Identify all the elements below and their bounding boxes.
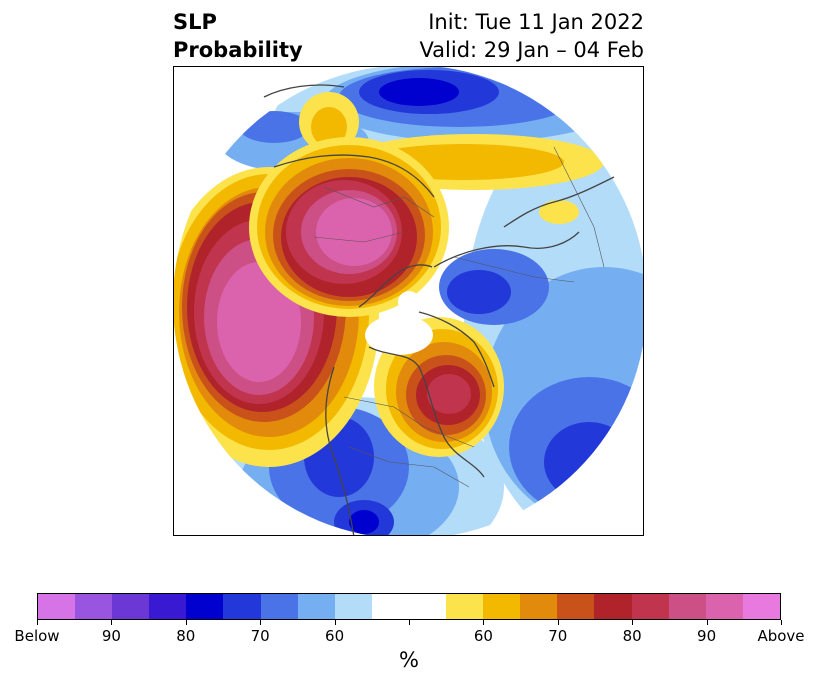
colorbar-unit: % <box>399 648 419 672</box>
colorbar-tick-mark <box>781 620 782 625</box>
colorbar-segment <box>483 594 521 619</box>
colorbar-tick-mark <box>37 620 38 625</box>
colorbar-segment <box>112 594 150 619</box>
border-asia-1 <box>323 186 435 218</box>
colorbar-tick-label: 80 <box>622 627 642 645</box>
colorbar-segment <box>186 594 224 619</box>
colorbar-segment <box>334 594 372 619</box>
region-canada-crimson <box>427 374 471 414</box>
border-asia-2 <box>313 231 405 243</box>
colorbar-tick-mark <box>185 620 187 625</box>
colorbar-segment <box>38 594 76 619</box>
coast-asia <box>273 154 435 198</box>
colorbar-tick-label: Below <box>14 627 60 645</box>
colorbar-tick-label: 60 <box>325 627 345 645</box>
region-north-darkest <box>379 78 459 106</box>
colorbar-segment <box>223 594 261 619</box>
colorbar-segment <box>149 594 187 619</box>
coast-arctic <box>358 264 433 308</box>
colorbar-tick-mark <box>706 620 708 625</box>
colorbar <box>37 593 781 620</box>
colorbar-segment <box>742 594 780 619</box>
colorbar-segment <box>75 594 113 619</box>
colorbar-segment <box>371 594 409 619</box>
title-line-2: Probability <box>173 38 303 62</box>
region-center-deepblue <box>447 270 511 314</box>
region-far-south-darkest <box>349 510 379 534</box>
init-date: Init: Tue 11 Jan 2022 <box>428 10 644 34</box>
coast-west-america <box>325 366 355 535</box>
colorbar-tick-label: 70 <box>548 627 568 645</box>
colorbar-segment <box>705 594 743 619</box>
coast-greenland <box>418 311 495 388</box>
political-borders <box>313 146 605 488</box>
polar-map <box>174 67 643 535</box>
colorbar-tick-label: 80 <box>176 627 196 645</box>
coast-scandinavia <box>503 176 615 228</box>
coast-far-north <box>263 84 345 98</box>
region-east-deepblue <box>544 422 634 502</box>
border-europe-1 <box>453 256 575 283</box>
colorbar-segment <box>408 594 447 619</box>
coast-europe <box>433 231 580 268</box>
region-ne-yellow <box>539 200 579 224</box>
chart-title: SLP Probability <box>173 8 303 64</box>
map-panel <box>173 66 644 536</box>
colorbar-segment <box>260 594 298 619</box>
colorbar-tick-label: 60 <box>473 627 493 645</box>
colorbar-tick-mark <box>111 620 113 625</box>
colorbar-tick-label: Above <box>757 627 805 645</box>
region-nw-gold <box>311 107 347 147</box>
border-america-2 <box>348 446 470 488</box>
colorbar-segment <box>520 594 558 619</box>
colorbar-tick-mark <box>334 620 336 625</box>
colorbar-tick-mark <box>483 620 485 625</box>
colorbar-segment <box>446 594 484 619</box>
border-america-1 <box>343 396 475 448</box>
date-info: Init: Tue 11 Jan 2022 Valid: 29 Jan – 04… <box>419 8 644 64</box>
colorbar-tick-label: 70 <box>250 627 270 645</box>
coastlines <box>263 84 615 535</box>
pole-hole <box>398 291 420 313</box>
border-europe-2 <box>553 146 605 268</box>
colorbar-segment <box>594 594 632 619</box>
valid-date: Valid: 29 Jan – 04 Feb <box>419 38 644 62</box>
region-pole-neutral <box>365 315 433 355</box>
coast-hudson <box>368 346 485 478</box>
colorbar-tick-mark <box>632 620 634 625</box>
region-nw-medblue <box>239 111 309 143</box>
colorbar-segment <box>557 594 595 619</box>
colorbar-tick-mark <box>409 620 410 625</box>
region-asia-pink <box>316 198 392 266</box>
colorbar-tick-label: 90 <box>101 627 121 645</box>
colorbar-segment <box>297 594 335 619</box>
colorbar-tick-mark <box>260 620 262 625</box>
title-line-1: SLP <box>173 10 217 34</box>
colorbar-tick-mark <box>557 620 559 625</box>
colorbar-segment <box>668 594 706 619</box>
probability-field <box>174 67 643 535</box>
colorbar-segment <box>631 594 669 619</box>
colorbar-tick-label: 90 <box>697 627 717 645</box>
